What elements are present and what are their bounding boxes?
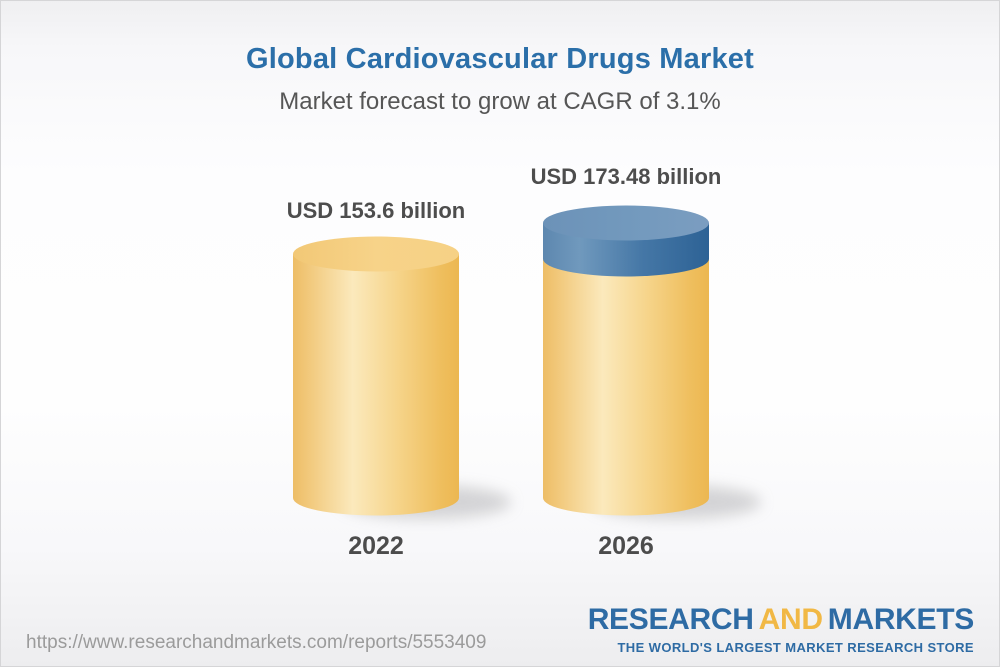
bar-cylinder-2022	[293, 236, 459, 516]
bar-cylinder-2026	[543, 205, 709, 516]
logo-tagline: THE WORLD'S LARGEST MARKET RESEARCH STOR…	[617, 640, 974, 655]
cylinder-top-2022	[293, 236, 459, 272]
value-label-2026: USD 173.48 billion	[530, 164, 722, 189]
logo-word-and: AND	[758, 603, 823, 636]
cylinder-body-2022	[293, 254, 459, 516]
page-title: Global Cardiovascular Drugs Market	[245, 43, 754, 75]
logo-word-markets: MARKETS	[827, 603, 975, 636]
logo-wordmark: RESEARCH AND MARKETS	[587, 603, 975, 636]
category-label-2022: 2022	[348, 532, 404, 560]
growth-top-2026	[543, 205, 709, 241]
research-and-markets-logo: RESEARCH AND MARKETS THE WORLD'S LARGEST M…	[587, 603, 975, 655]
value-label-2022: USD 153.6 billion	[286, 198, 466, 223]
page-subtitle: Market forecast to grow at CAGR of 3.1%	[279, 88, 721, 115]
cylinder-body-2026	[543, 259, 709, 516]
logo-word-research: RESEARCH	[587, 603, 754, 636]
report-url: https://www.researchandmarkets.com/repor…	[26, 632, 487, 653]
category-label-2026: 2026	[598, 532, 654, 560]
